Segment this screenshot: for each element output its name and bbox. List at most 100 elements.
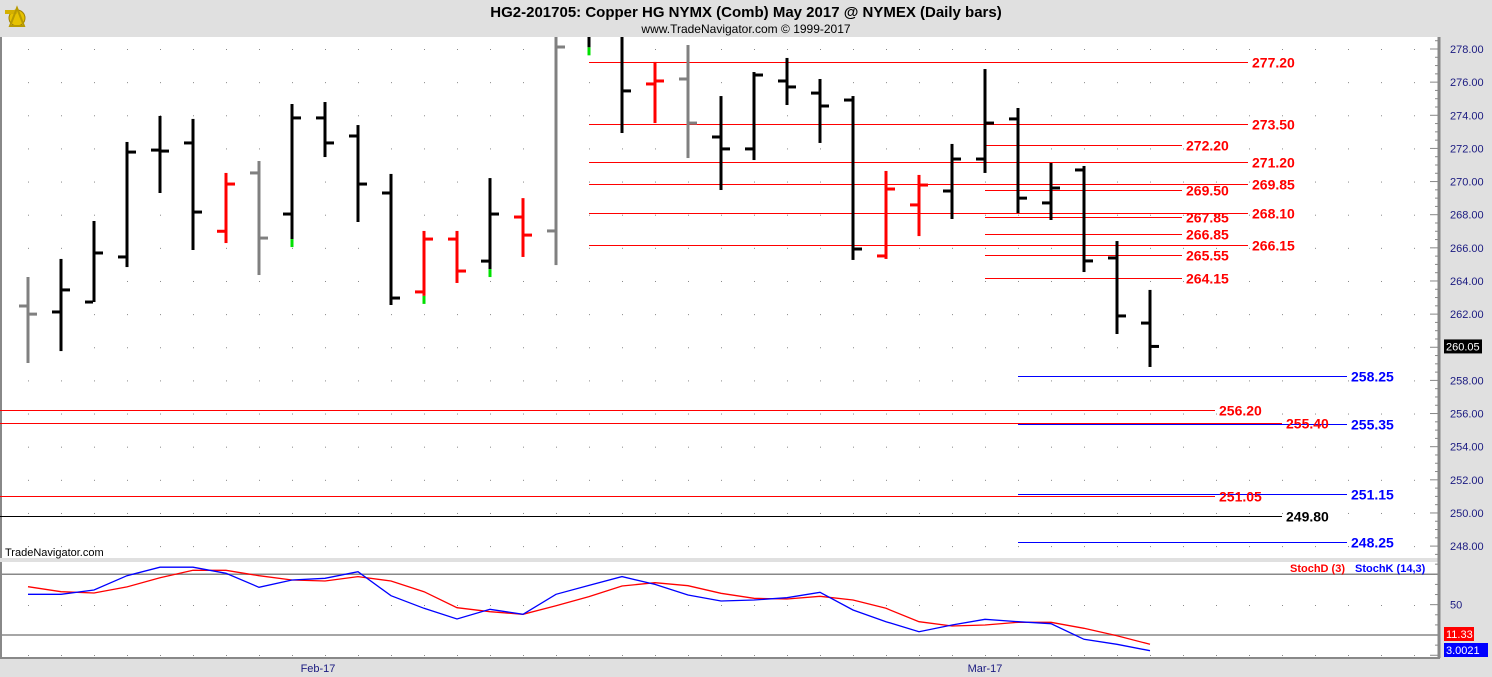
grid-dot [358,380,359,382]
price-bar[interactable] [811,78,829,143]
grid-dot [1315,247,1316,249]
grid-dot [28,479,29,481]
price-bar[interactable] [1108,241,1126,335]
grid-dot [1381,446,1382,448]
bar-open-tick [844,98,852,102]
price-bar[interactable] [1009,107,1027,214]
grid-dot [1084,82,1085,84]
grid-dot [193,314,194,316]
price-bar[interactable] [184,118,202,250]
grid-dot [1315,413,1316,415]
price-bar[interactable] [778,57,796,106]
grid-dot [1216,413,1217,415]
price-bar[interactable] [85,220,103,304]
grid-dot [919,546,920,548]
price-bar[interactable] [283,104,301,248]
grid-dot [1282,605,1283,606]
bar-range [1148,289,1152,367]
price-bar[interactable] [250,161,268,276]
grid-dot [391,413,392,415]
grid-dot [127,49,128,50]
price-bar[interactable] [613,24,631,134]
bar-range [1115,241,1119,335]
grid-dot [1414,280,1415,282]
grid-dot [985,512,986,514]
stochd-value-tag [1444,627,1474,641]
grid-dot [1282,49,1283,50]
grid-dot [1249,181,1250,183]
grid-dot [94,82,95,84]
grid-dot [688,655,689,656]
price-bar[interactable] [52,258,70,352]
price-bar[interactable] [910,174,928,237]
price-bar[interactable] [151,115,169,193]
level-label-251.05: 251.05 [1219,489,1262,505]
price-bar[interactable] [316,102,334,158]
grid-dot [1249,655,1250,656]
price-bar[interactable] [118,141,136,268]
grid-dot [358,115,359,117]
price-bar[interactable] [514,198,532,257]
grid-dot [721,314,722,316]
grid-dot [358,512,359,514]
bar-open-tick [283,212,291,216]
grid-dot [820,479,821,481]
grid-dot [721,380,722,382]
grid-dot [952,546,953,548]
level-label-272.20: 272.20 [1186,138,1229,154]
price-bar[interactable] [1141,289,1159,367]
price-bar[interactable] [580,0,598,56]
y-tick-label: 254.00 [1450,442,1484,454]
price-bar[interactable] [1042,163,1060,221]
price-bar[interactable] [19,277,37,364]
grid-dot [1216,446,1217,448]
stochastic-panel[interactable] [0,562,1438,658]
grid-dot [424,446,425,448]
price-bar[interactable] [481,178,499,278]
grid-dot [952,655,953,656]
price-bar[interactable] [976,69,994,173]
grid-dot [1216,214,1217,216]
grid-dot [1381,181,1382,183]
bar-range [422,230,426,296]
price-bar[interactable] [1075,165,1093,273]
grid-dot [1216,148,1217,150]
grid-dot [490,347,491,349]
price-bar[interactable] [547,24,565,266]
grid-dot [1150,280,1151,282]
price-bar[interactable] [745,72,763,161]
grid-dot [853,605,854,606]
grid-dot [325,314,326,316]
price-bar[interactable] [877,170,895,259]
grid-dot [556,446,557,448]
grid-dot [259,82,260,84]
grid-dot [820,347,821,349]
price-bar[interactable] [349,125,367,222]
grid-dot [1117,115,1118,117]
price-bar[interactable] [415,230,433,304]
grid-dot [1282,413,1283,415]
bar-range [26,277,30,364]
grid-dot [655,512,656,514]
stoch-series-d[interactable] [27,569,1151,645]
price-bar[interactable] [448,230,466,283]
price-bar[interactable] [679,45,697,159]
bar-open-tick [151,148,159,152]
price-bar[interactable] [217,172,235,244]
grid-dot [424,82,425,84]
grid-dot [622,214,623,216]
price-bar[interactable] [844,96,862,260]
grid-dot [820,546,821,548]
grid-dots [28,49,1415,656]
grid-dot [754,605,755,606]
price-bar[interactable] [382,173,400,306]
bar-close-tick [194,210,202,214]
price-panel[interactable] [0,37,1438,558]
price-bar[interactable] [712,96,730,191]
y-tick-label: 276.00 [1450,77,1484,89]
grid-dot [259,512,260,514]
grid-dot [1348,347,1349,349]
price-bar[interactable] [943,143,961,220]
price-bar[interactable] [646,61,664,124]
stoch-series-k[interactable] [28,566,1151,652]
